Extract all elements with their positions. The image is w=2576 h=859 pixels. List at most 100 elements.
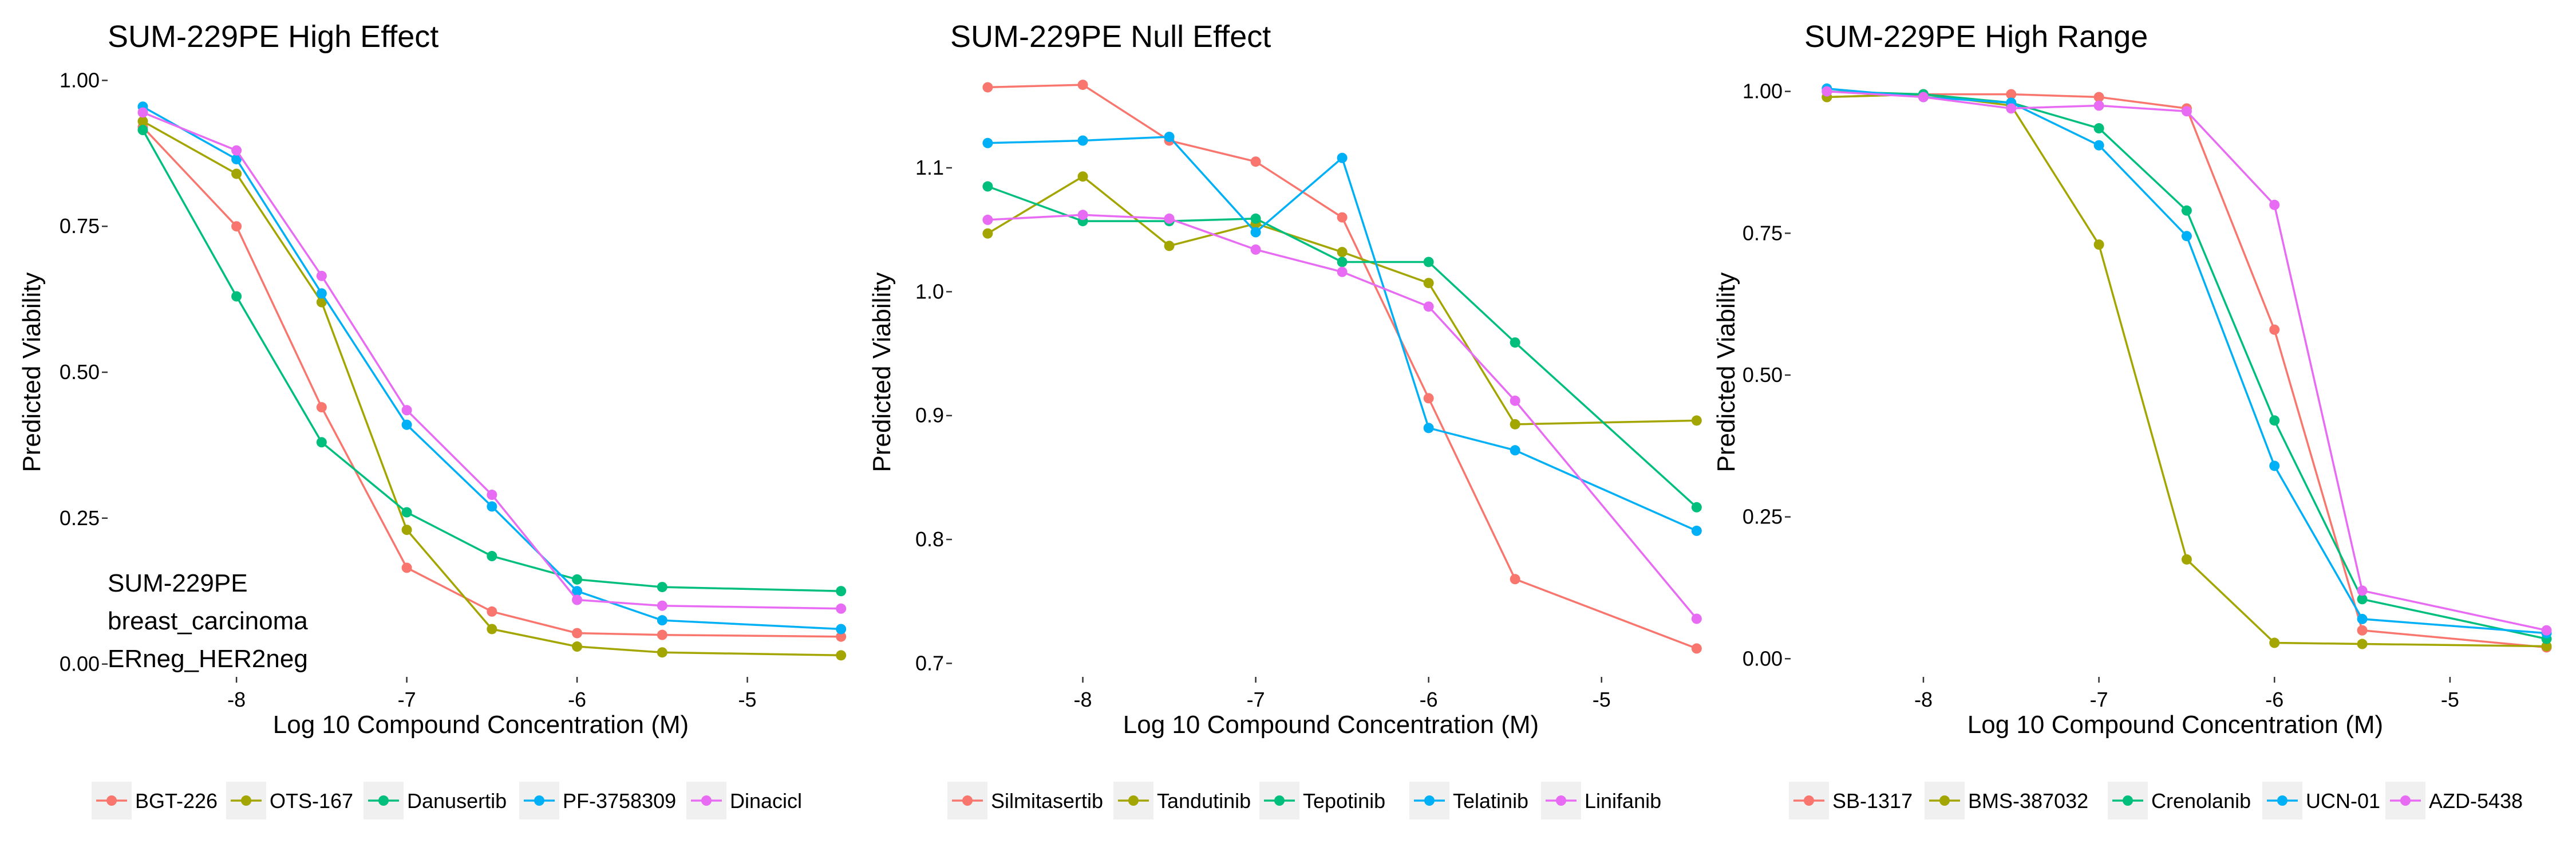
data-point	[316, 288, 327, 299]
legend-key-point	[1424, 795, 1435, 806]
legend-key-point	[378, 795, 389, 806]
data-point	[2006, 103, 2017, 114]
data-point	[1077, 171, 1088, 182]
legend-key-point	[701, 795, 712, 806]
data-point	[137, 125, 148, 136]
data-point	[657, 582, 667, 593]
data-point	[2269, 199, 2280, 210]
y-tick-label: 1.00	[1743, 80, 1783, 103]
legend-item: Telatinib	[1409, 782, 1528, 819]
data-point	[657, 629, 667, 640]
data-point	[2181, 231, 2192, 242]
legend-key-point	[962, 795, 973, 806]
data-point	[1164, 213, 1175, 224]
data-point	[836, 650, 847, 661]
data-point	[2541, 625, 2552, 636]
legend: BGT-226 OTS-167 Danusertib PF-3758309 Dinaci…	[92, 782, 802, 819]
legend-item: Linifanib	[1541, 782, 1661, 819]
series-line-5	[987, 214, 1698, 620]
legend-label: Tepotinib	[1303, 789, 1385, 813]
data-point	[2357, 594, 2368, 605]
data-point	[231, 168, 242, 179]
data-point	[2357, 639, 2368, 649]
data-point	[2181, 554, 2192, 565]
data-point	[2093, 140, 2104, 151]
data-point	[1423, 257, 1434, 267]
x-tick-label: -7	[2090, 688, 2108, 711]
legend-key-point	[2277, 795, 2287, 806]
series-line-5	[142, 111, 841, 610]
legend-item: OTS-167	[226, 782, 353, 819]
data-point	[982, 82, 993, 93]
series-line-4	[142, 105, 841, 631]
y-tick-label: 1.1	[915, 156, 944, 179]
data-point	[1691, 643, 1702, 654]
data-point	[1337, 257, 1348, 267]
chart-title: SUM-229PE High Effect	[108, 19, 438, 54]
legend-key-point	[106, 795, 117, 806]
x-tick-label: -6	[1420, 688, 1438, 711]
data-point	[1077, 80, 1088, 90]
data-point	[316, 270, 327, 281]
x-axis-label: Log 10 Compound Concentration (M)	[273, 711, 689, 739]
legend-item: Dinacicl	[686, 782, 802, 819]
data-point	[231, 221, 242, 232]
data-point	[1691, 525, 1702, 536]
data-point	[2269, 415, 2280, 426]
legend-item: AZD-5438	[2385, 782, 2523, 819]
data-point	[316, 437, 327, 448]
legend-label: Silmitasertib	[991, 789, 1103, 813]
legend-key-point	[1804, 795, 1814, 806]
chart-title: SUM-229PE High Range	[1804, 19, 2148, 54]
data-point	[572, 628, 583, 639]
data-point	[2541, 641, 2552, 652]
data-point	[1164, 241, 1175, 251]
y-axis-label: Predicted Viability	[18, 273, 46, 472]
legend-label: Telatinib	[1453, 789, 1528, 813]
legend-label: Crenolanib	[2151, 789, 2251, 813]
chart-title: SUM-229PE Null Effect	[950, 19, 1271, 54]
data-point	[137, 116, 148, 127]
data-point	[982, 137, 993, 148]
legend-label: UCN-01	[2306, 789, 2380, 813]
data-point	[316, 402, 327, 413]
series-line-4	[987, 136, 1697, 532]
data-point	[572, 574, 583, 585]
legend-label: Linifanib	[1585, 789, 1661, 813]
y-tick-label: 0.75	[1743, 221, 1783, 245]
data-point	[231, 291, 242, 302]
data-point	[836, 631, 847, 642]
y-tick-label: 0.9	[915, 404, 944, 427]
x-tick-label: -8	[1074, 688, 1092, 711]
data-point	[1423, 423, 1434, 434]
data-point	[487, 606, 497, 617]
series-line-1	[987, 84, 1697, 650]
data-point	[657, 615, 667, 626]
data-point	[1822, 86, 1832, 97]
data-point	[1510, 419, 1520, 430]
y-tick-label: 0.00	[60, 652, 100, 676]
data-point	[1423, 301, 1434, 312]
y-axis-label: Predicted Viability	[868, 273, 896, 472]
legend-item: SB-1317	[1789, 782, 1913, 819]
data-point	[2357, 613, 2368, 624]
data-point	[1337, 212, 1348, 223]
data-point	[572, 641, 583, 652]
data-point	[836, 603, 847, 614]
legend-label: Danusertib	[407, 789, 507, 813]
data-point	[1423, 278, 1434, 289]
legend: SB-1317 BMS-387032 Crenolanib UCN-01 AZD-543…	[1789, 782, 2523, 819]
y-tick-label: 0.25	[60, 506, 100, 530]
series-line-3	[987, 185, 1698, 509]
cell-line-annotation: ERneg_HER2neg	[108, 645, 308, 673]
legend-item: BGT-226	[92, 782, 218, 819]
data-point	[1918, 92, 1929, 103]
cell-line-annotation: SUM-229PE	[108, 569, 248, 597]
data-point	[657, 647, 667, 658]
legend-label: Dinacicl	[730, 789, 802, 813]
chart-panel-1: SUM-229PE High Effect 0.00 0.25 0.50 0.75 1.0…	[18, 19, 847, 819]
data-point	[231, 153, 242, 164]
legend-key-point	[2123, 795, 2133, 806]
y-tick-label: 0.8	[915, 527, 944, 551]
x-tick-label: -5	[1593, 688, 1611, 711]
